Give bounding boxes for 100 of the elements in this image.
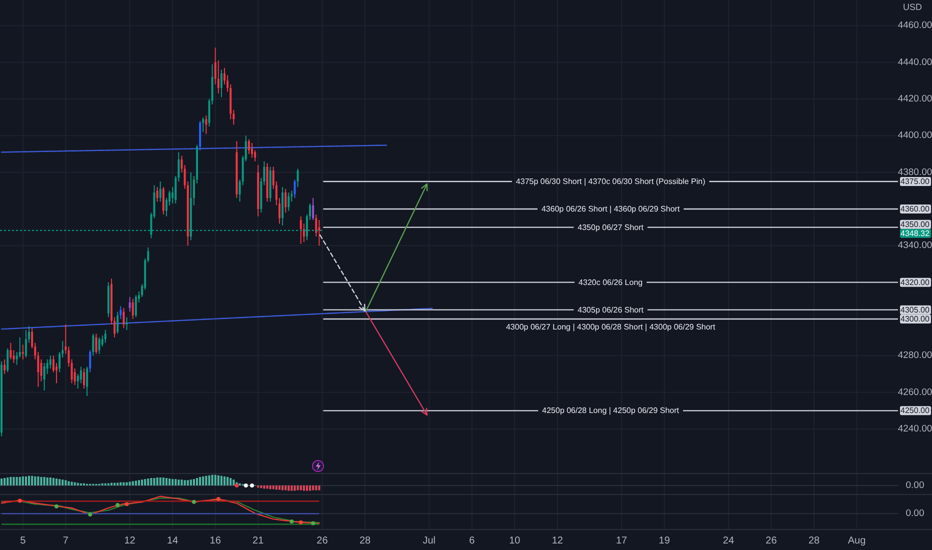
x-tick-label: 10: [509, 536, 521, 546]
y-tick-label: 4320.00: [900, 278, 930, 287]
x-tick-label: 14: [167, 536, 179, 546]
candlestick: [162, 186, 164, 215]
bar: [116, 482, 119, 486]
candlestick: [22, 344, 24, 360]
bar: [315, 485, 318, 490]
bar: [37, 476, 40, 486]
bar: [52, 478, 54, 486]
y-tick-label: 4380.00: [898, 166, 932, 178]
point: [88, 512, 92, 517]
candlestick: [300, 216, 302, 244]
x-tick-label: 21: [252, 536, 264, 546]
point: [116, 503, 120, 508]
bar: [138, 480, 140, 486]
bar: [230, 478, 232, 486]
bar: [159, 477, 162, 486]
bar: [211, 474, 214, 486]
bar: [178, 480, 180, 486]
bar: [153, 478, 156, 486]
y-axis-title: USD: [903, 2, 922, 12]
candlestick: [294, 179, 296, 198]
x-tick-label: 19: [658, 536, 670, 546]
bar: [232, 480, 235, 486]
ref-line-label: 4320c 06/26 Long: [578, 278, 643, 287]
bar: [46, 477, 48, 486]
y-tick-label: 4360.00: [900, 204, 930, 214]
bar: [318, 485, 320, 490]
candlestick: [211, 64, 214, 105]
candlestick: [132, 298, 134, 320]
point: [298, 520, 303, 524]
bar: [12, 476, 15, 486]
candlestick: [156, 186, 158, 202]
x-tick-label: Aug: [848, 536, 866, 546]
bar: [217, 475, 220, 486]
point: [18, 498, 22, 503]
bar: [272, 485, 274, 490]
x-tick-label: 28: [359, 536, 371, 546]
x-tick-label: 28: [808, 536, 820, 546]
bar: [150, 478, 152, 486]
bar: [172, 479, 174, 486]
candlestick: [70, 358, 73, 384]
y-tick-label: 4250.00: [900, 406, 930, 416]
ref-line-label: 4250p 06/28 Long | 4250p 06/29 Short: [542, 406, 680, 416]
candlestick: [82, 368, 85, 390]
candlestick: [208, 98, 210, 127]
bar: [64, 480, 67, 486]
bar: [58, 479, 61, 486]
bar: [288, 485, 290, 491]
bar: [22, 476, 24, 486]
bar: [74, 482, 76, 486]
bar: [132, 481, 134, 486]
ref-line-label: 4350p 06/27 Short: [578, 222, 644, 232]
candlestick: [180, 155, 183, 173]
ref-line-label: 4305p 06/26 Short: [578, 305, 644, 314]
bar: [24, 476, 27, 486]
bar: [226, 476, 229, 486]
bar: [278, 485, 281, 490]
ref-line-label: 4360p 06/26 Short | 4360p 06/29 Short: [542, 204, 680, 214]
y-tick-label: 4300.00: [900, 314, 930, 324]
candlestick: [24, 330, 27, 358]
bar: [223, 476, 226, 486]
bar: [214, 474, 216, 486]
bar: [275, 485, 278, 490]
bar: [263, 485, 266, 489]
y-tick-label: 4420.00: [898, 94, 932, 104]
x-tick-label: 17: [616, 536, 628, 546]
y-tick-label: 4348.32: [900, 228, 930, 238]
bar: [55, 478, 58, 486]
bar: [0, 478, 3, 486]
bar: [110, 482, 113, 486]
point: [124, 502, 129, 506]
bar: [62, 480, 64, 486]
x-tick-label: 6: [469, 536, 476, 546]
bar: [186, 480, 189, 486]
candlestick: [56, 362, 58, 384]
bar: [49, 477, 52, 486]
x-tick-label: 5: [20, 536, 26, 546]
bar: [68, 481, 70, 486]
bar: [300, 485, 302, 490]
x-tick-label: Jul: [422, 536, 436, 546]
bar: [141, 480, 144, 486]
bar: [114, 482, 116, 486]
candlestick: [89, 350, 92, 373]
candlestick: [312, 198, 314, 220]
y-tick-label: 4340.00: [898, 240, 932, 252]
bar: [306, 485, 308, 491]
bar: [76, 482, 79, 486]
point: [290, 519, 294, 524]
x-tick-label: 26: [316, 536, 328, 546]
bar: [162, 477, 164, 486]
ref-line-label: 4300p 06/27 Long | 4300p 06/28 Short | 4300p 06/29 Short: [506, 322, 716, 332]
candlestick: [92, 333, 94, 356]
bar: [165, 478, 168, 486]
bar: [168, 478, 171, 486]
bar: [260, 485, 262, 488]
bar: [302, 485, 305, 491]
bar: [308, 485, 312, 491]
candlestick: [128, 296, 131, 312]
bar: [296, 485, 299, 490]
